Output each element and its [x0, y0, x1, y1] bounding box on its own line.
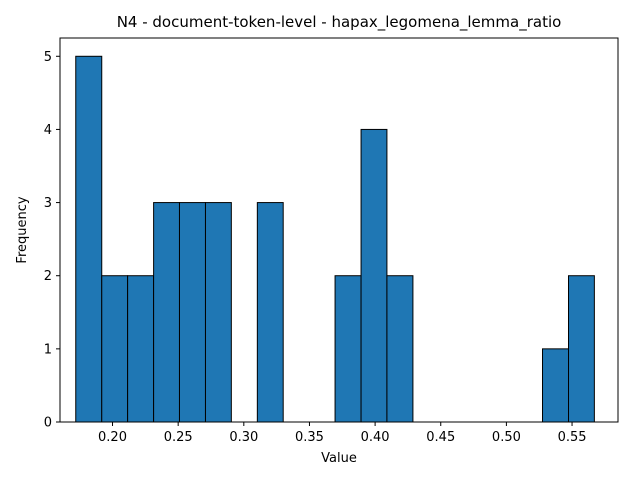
x-tick-label: 0.20: [98, 430, 127, 445]
y-tick-label: 5: [44, 50, 52, 65]
y-tick-label: 2: [44, 269, 52, 284]
histogram-bar: [75, 55, 103, 423]
x-tick-label: 0.30: [229, 430, 258, 445]
histogram-bar: [256, 202, 284, 423]
y-tick-label: 3: [44, 196, 52, 211]
y-axis-label: Frequency: [15, 196, 30, 263]
x-tick-label: 0.25: [164, 430, 193, 445]
bars-group: [75, 55, 595, 423]
histogram-bar: [360, 128, 388, 423]
histogram-bar: [568, 275, 595, 423]
x-tick-label: 0.35: [295, 430, 324, 445]
x-axis-label: Value: [321, 451, 357, 466]
y-tick-label: 4: [44, 123, 52, 138]
histogram-bar: [127, 275, 155, 423]
x-tick-label: 0.50: [492, 430, 521, 445]
histogram-bar: [178, 202, 206, 423]
histogram-bar: [542, 348, 570, 423]
histogram-bar: [204, 202, 232, 423]
y-tick-label: 0: [44, 416, 52, 431]
x-tick-label: 0.55: [558, 430, 587, 445]
histogram-bar: [334, 275, 362, 423]
x-tick-label: 0.45: [426, 430, 455, 445]
y-tick-label: 1: [44, 342, 52, 357]
histogram-bar: [386, 275, 414, 423]
x-tick-label: 0.40: [361, 430, 390, 445]
x-axis-ticks: 0.20 0.25 0.30 0.35 0.40 0.45 0.50 0.55: [98, 422, 587, 445]
y-axis-ticks: 0 1 2 3 4 5: [44, 50, 60, 431]
histogram-bar: [153, 202, 180, 423]
plot-frame: [59, 37, 619, 423]
histogram-bar: [101, 275, 129, 423]
chart-title: N4 - document-token-level - hapax_legome…: [117, 13, 562, 32]
